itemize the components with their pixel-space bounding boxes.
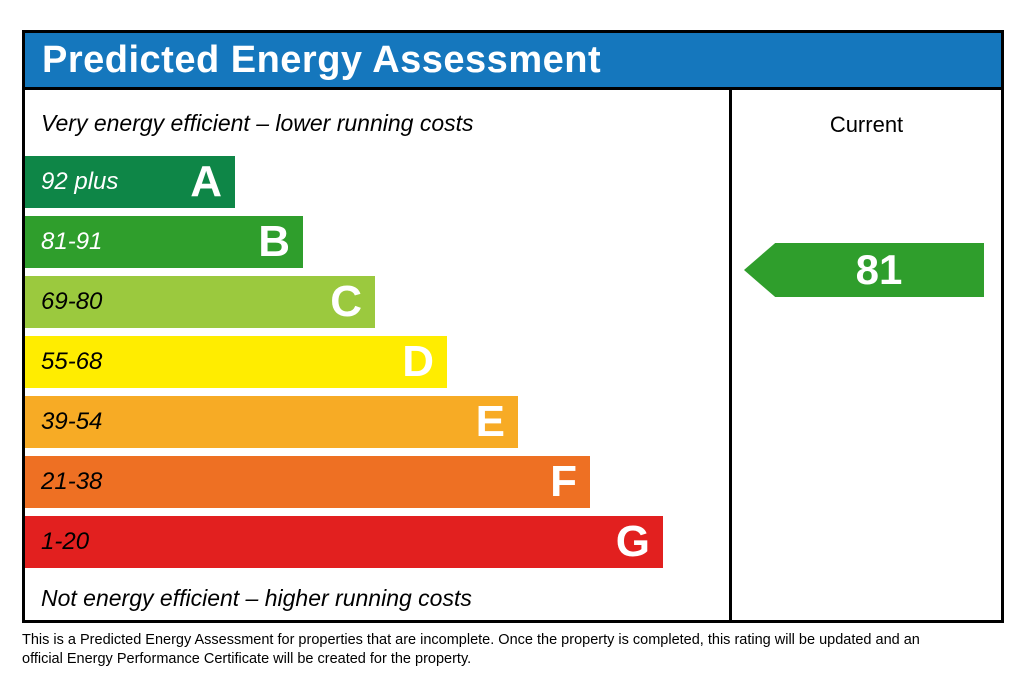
band-row-D: 55-68 D [25,336,447,388]
band-row-C: 69-80 C [25,276,375,328]
band-letter: C [330,277,362,326]
band-range-label: 1-20 [41,528,90,555]
band-letter: E [475,397,505,446]
top-note: Very energy efficient – lower running co… [41,110,474,136]
band-row-E: 39-54 E [25,396,518,448]
band-letter: A [190,157,222,206]
band-range-label: 92 plus [41,168,119,195]
epc-body: Very energy efficient – lower running co… [25,90,1001,620]
band-row-A: 92 plus A [25,156,235,208]
band-range-label: 81-91 [41,228,103,255]
footer-line-1: This is a Predicted Energy Assessment fo… [22,632,920,648]
current-rating-arrow: 81 [744,243,984,297]
band-letter: G [615,517,650,566]
epc-chart: Predicted Energy Assessment Very energy … [22,30,1004,623]
current-column-header: Current [829,112,904,137]
band-letter: F [550,457,577,506]
rating-bands: 92 plus A 81-91 B 69-80 C 55-68 D 39-54 … [25,156,663,576]
rating-scale-column: Very energy efficient – lower running co… [25,90,729,620]
band-letter: B [258,217,290,266]
band-letter: D [402,337,434,386]
band-row-G: 1-20 G [25,516,663,568]
band-row-F: 21-38 F [25,456,590,508]
band-range-label: 39-54 [41,408,103,435]
page-title: Predicted Energy Assessment [42,38,602,81]
band-range-label: 69-80 [41,288,103,315]
footer-text: This is a Predicted Energy Assessment fo… [22,631,920,669]
bottom-note: Not energy efficient – higher running co… [41,585,472,611]
footer-line-2: official Energy Performance Certificate … [22,651,472,667]
band-row-B: 81-91 B [25,216,303,268]
band-range-label: 55-68 [41,348,103,375]
current-column: Current 81 [729,90,1001,620]
current-rating-value: 81 [855,246,903,293]
band-range-label: 21-38 [41,468,103,495]
title-bar: Predicted Energy Assessment [25,33,1001,90]
